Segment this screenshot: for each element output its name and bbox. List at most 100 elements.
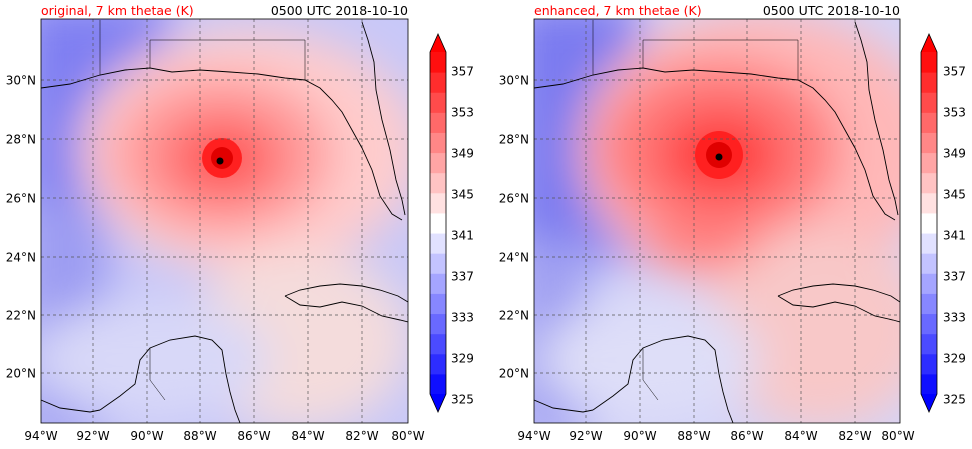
x-tick-label: 86°W [237,429,270,443]
x-tick-label: 82°W [345,429,378,443]
y-tick-label: 28°N [499,133,529,147]
y-tick-label: 30°N [6,74,36,88]
panel-title-left: enhanced, 7 km thetae (K) [534,3,702,18]
y-axis-labels: 20°N 22°N 24°N 26°N 28°N 30°N [6,74,36,381]
colorbar-level [430,313,446,335]
x-tick-label: 94°W [517,429,550,443]
colorbar-level [921,52,937,73]
x-tick-label: 94°W [24,429,57,443]
colorbar-level [921,373,937,395]
colorbar-level [430,273,446,294]
x-tick-label: 88°W [677,429,710,443]
colorbar-level [921,273,937,294]
colorbar-tick-label: 345 [451,188,474,202]
y-tick-label: 20°N [499,367,529,381]
y-tick-label: 24°N [499,251,529,265]
colorbar-level [921,132,937,154]
colorbar-outline [429,33,447,413]
colorbar-tick-label: 333 [451,311,474,325]
colorbar-level [430,212,446,234]
panel-enhanced: enhanced, 7 km thetae (K) 0500 UTC 2018-… [499,3,966,443]
y-tick-label: 30°N [499,74,529,88]
map-frame [533,18,901,424]
colorbar-level [921,253,937,274]
colorbar-extend-min [921,394,937,412]
colorbar-level [430,152,446,174]
colorbar-tick-label: 325 [451,393,474,407]
colorbar-level [430,52,446,73]
colorbar-tick-label: 353 [451,106,474,120]
colorbar-extend-min [430,394,446,412]
colorbar-left: 325 329 333 337 341 345 349 353 357 [429,33,474,413]
y-axis-labels: 20°N 22°N 24°N 26°N 28°N 30°N [499,74,529,381]
colorbar-level [430,172,446,194]
y-tick-label: 28°N [6,133,36,147]
panel-title-time: 0500 UTC 2018-10-10 [763,3,900,18]
colorbar-outline [920,33,938,413]
colorbar-level [430,92,446,113]
storm-center-marker [216,157,224,165]
storm-center-marker [715,153,723,161]
x-tick-label: 82°W [838,429,871,443]
x-tick-label: 90°W [623,429,656,443]
colorbar-level [430,72,446,93]
colorbar-level [921,212,937,234]
x-axis-labels: 94°W 92°W 90°W 88°W 86°W 84°W 82°W 80°W [517,429,914,443]
colorbar-tick-label: 329 [451,352,474,366]
coastlines [41,21,408,423]
colorbar-level [921,72,937,93]
graticule [41,19,408,423]
map-frame [40,18,409,424]
map-field [534,19,900,423]
colorbar-tick-label: 329 [943,352,966,366]
colorbar-level [430,112,446,133]
colorbar-tick-label: 345 [943,188,966,202]
y-tick-label: 20°N [6,367,36,381]
colorbar-level [921,172,937,194]
x-tick-label: 88°W [183,429,216,443]
colorbar-level [430,253,446,274]
colorbar-level [921,313,937,335]
x-tick-label: 90°W [130,429,163,443]
colorbar-extend-max [921,34,937,52]
x-tick-label: 80°W [881,429,914,443]
colorbar-level [430,293,446,315]
x-tick-label: 92°W [569,429,602,443]
panel-original: original, 7 km thetae (K) 0500 UTC 2018-… [6,3,474,443]
colorbar-right: 325 329 333 337 341 345 349 353 357 [920,33,966,413]
x-tick-label: 86°W [730,429,763,443]
colorbar-level [430,353,446,375]
colorbar-tick-label: 349 [451,147,474,161]
y-tick-label: 26°N [499,192,529,206]
colorbar-tick-label: 357 [451,65,474,79]
y-tick-label: 22°N [6,309,36,323]
map-field [41,19,408,423]
x-tick-label: 84°W [784,429,817,443]
y-tick-label: 26°N [6,192,36,206]
colorbar-level [921,92,937,113]
colorbar-extend-max [430,34,446,52]
x-tick-label: 84°W [291,429,324,443]
colorbar-level [921,353,937,375]
colorbar-tick-label: 353 [943,106,966,120]
colorbar-level [430,373,446,395]
colorbar-level [921,333,937,355]
colorbar-level [921,192,937,214]
colorbar-level [430,192,446,214]
graticule [534,19,900,423]
colorbar-level [921,152,937,174]
colorbar-tick-label: 349 [943,147,966,161]
x-axis-labels: 94°W 92°W 90°W 88°W 86°W 84°W 82°W 80°W [24,429,424,443]
colorbar-level [430,132,446,154]
colorbar-level [921,112,937,133]
coastlines [534,21,900,423]
colorbar-tick-label: 357 [943,65,966,79]
y-tick-label: 22°N [499,309,529,323]
colorbar-level [921,293,937,315]
colorbar-tick-label: 341 [451,229,474,243]
colorbar-tick-label: 341 [943,229,966,243]
colorbar-level [430,333,446,355]
y-tick-label: 24°N [6,251,36,265]
x-tick-label: 80°W [391,429,424,443]
